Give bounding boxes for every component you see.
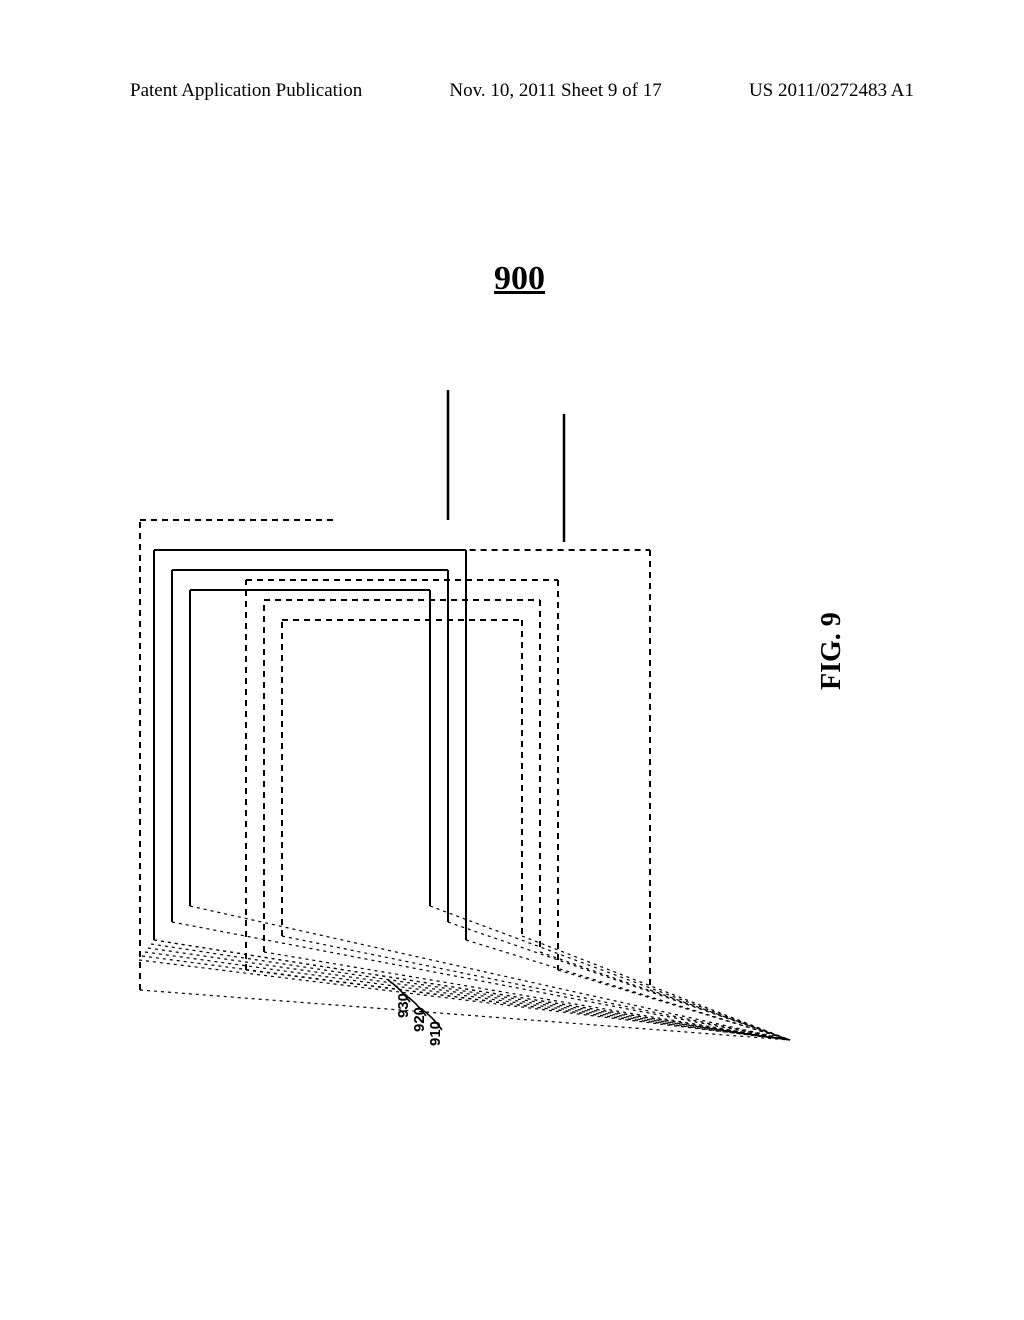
drawing-svg: 930920910 [130, 380, 790, 1080]
header-center: Nov. 10, 2011 Sheet 9 of 17 [449, 80, 661, 102]
header-right: US 2011/0272483 A1 [749, 80, 914, 102]
header-left: Patent Application Publication [130, 80, 362, 102]
patent-drawing: 930920910 [130, 380, 790, 1080]
ref-r910: 910 [427, 1021, 444, 1046]
ref-r920: 920 [411, 1007, 428, 1032]
ref-r930: 930 [395, 993, 412, 1018]
figure-caption: FIG. 9 [816, 612, 848, 690]
figure-number: 900 [494, 260, 545, 298]
